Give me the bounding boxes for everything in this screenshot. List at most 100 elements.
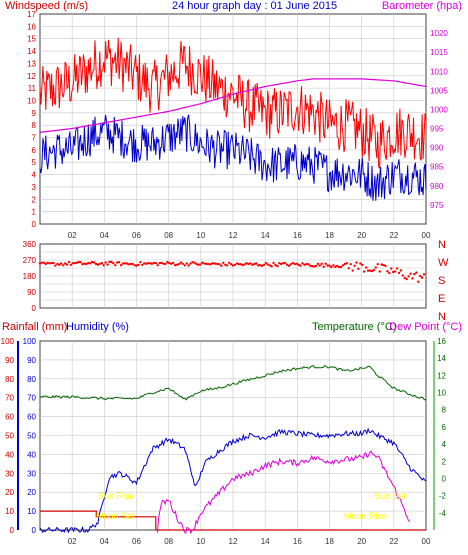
direction-point [125,262,129,265]
direction-point [204,262,208,266]
x-tick-label-top: 10 [196,231,205,240]
direction-point [361,263,364,267]
rain-tick-label: 80 [5,375,14,384]
temperature-tick-label: 6 [442,423,447,432]
x-tick-label-bottom: 22 [389,537,398,546]
direction-point [102,264,105,267]
direction-point [202,262,206,265]
label-layer: Windspeed (m/s) 24 hour graph day : 01 J… [2,0,462,521]
direction-point [162,262,165,265]
x-tick-label-top: 22 [389,231,398,240]
temperature-tick-label: 4 [442,440,447,449]
direction-point [380,263,383,266]
direction-point [255,262,258,265]
direction-point [332,264,335,267]
direction-point [104,261,107,264]
barometer-tick-label: 1020 [430,29,448,38]
rainfall-label: Rainfall (mm) [2,321,67,333]
direction-point [226,264,229,267]
direction-point [212,262,215,265]
direction-point [305,263,308,266]
direction-point [224,263,227,266]
direction-point [94,262,98,266]
x-tick-label-bottom: 14 [261,537,270,546]
direction-point [233,263,237,267]
direction-point [218,263,221,266]
direction-point [407,275,410,278]
direction-point [129,262,132,266]
direction-point [77,260,80,264]
direction-point [71,262,75,265]
direction-point [116,261,119,264]
direction-point [160,261,163,265]
direction-point [357,267,360,270]
direction-point [170,262,173,265]
direction-point [231,264,235,267]
direction-point [337,265,341,269]
direction-point [287,264,291,267]
x-tick-label-top: 16 [293,231,302,240]
direction-point [98,262,102,266]
direction-point [112,262,115,265]
direction-point [56,262,59,266]
direction-point [351,269,354,272]
chart-title: 24 hour graph day : 01 June 2015 [172,0,337,12]
x-tick-label-top: 02 [68,231,77,240]
direction-point [393,270,397,273]
direction-point [179,261,183,264]
wind-tick-label: 16 [27,22,36,31]
direction-point [301,262,304,265]
rain-tick-label: 100 [1,337,15,346]
direction-point [372,268,376,272]
direction-tick-label: 90 [27,288,36,297]
direction-point [63,262,67,265]
direction-point [197,263,200,266]
direction-point [206,262,210,266]
direction-point [336,264,339,268]
wind-tick-label: 0 [32,220,37,229]
direction-point [297,263,300,266]
direction-point [150,262,154,265]
wind-tick-label: 14 [27,47,36,56]
direction-point [251,263,254,266]
direction-point [137,263,140,267]
direction-point [42,261,46,264]
direction-point [276,264,279,268]
compass-label: N [438,311,446,323]
direction-point [343,262,347,266]
direction-point [401,274,404,277]
gust-series-line [39,37,427,170]
direction-point [87,261,90,265]
temperature-label: Temperature (°C) [312,321,396,333]
direction-point [241,263,244,267]
direction-point [185,262,188,265]
direction-point [208,263,211,266]
wind-tick-label: 5 [32,158,37,167]
wind-tick-label: 11 [28,84,37,93]
x-tick-label-bottom: 06 [132,537,141,546]
direction-point [173,264,177,267]
direction-point [386,270,389,273]
x-tick-label-top: 14 [261,231,270,240]
direction-point [366,269,370,272]
direction-point [214,262,217,265]
barometer-tick-label: 975 [430,201,444,210]
direction-point [266,263,269,266]
direction-point [295,262,298,265]
direction-point [353,264,356,267]
direction-point [222,261,225,264]
direction-point [135,264,138,267]
direction-point [368,269,372,272]
direction-point [415,271,418,274]
wind-tick-label: 7 [32,134,37,143]
direction-point [40,261,44,264]
direction-point [258,264,262,267]
moonrise-label: Moon Rise [344,511,387,521]
direction-point [46,261,49,264]
direction-point [349,263,352,266]
direction-point [274,263,277,267]
barometer-series-line [39,78,427,133]
wind-tick-label: 15 [27,35,36,44]
direction-point [81,263,84,266]
direction-point [264,261,267,265]
